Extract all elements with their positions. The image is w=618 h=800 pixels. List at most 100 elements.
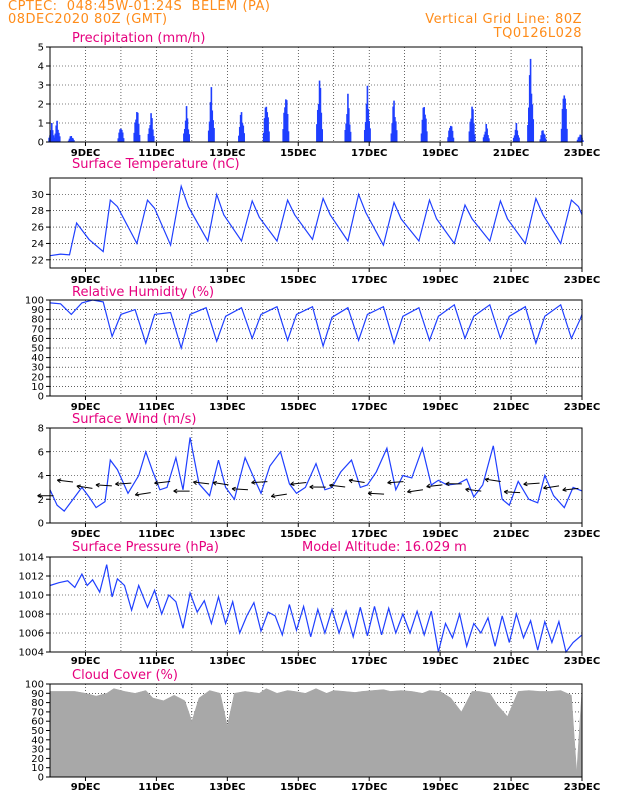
wind-arrow xyxy=(523,482,540,485)
y-tick-label: 28 xyxy=(31,206,44,217)
precip-bar xyxy=(238,135,240,142)
y-tick-label: 30 xyxy=(31,363,44,374)
panel-title: Precipitation (mm/h) xyxy=(72,31,205,46)
precip-bar xyxy=(367,109,370,142)
panel-frame xyxy=(49,427,583,524)
precip-bar xyxy=(287,131,290,142)
precip-bar xyxy=(148,128,151,142)
precip-bar xyxy=(210,87,213,142)
panel-0 xyxy=(46,46,584,146)
precip-bar xyxy=(52,135,55,142)
precip-bar xyxy=(578,136,581,142)
panel-title: Relative Humidity (%) xyxy=(72,285,214,300)
precip-bar xyxy=(183,133,185,142)
precip-bar xyxy=(241,122,244,142)
y-tick-label: 22 xyxy=(31,255,44,266)
y-tick-label: 40 xyxy=(31,353,44,364)
precip-bar xyxy=(262,132,265,142)
precip-bar xyxy=(152,129,154,142)
x-tick-label: 15DEC xyxy=(280,529,316,540)
precip-bar xyxy=(239,114,242,142)
precip-bar xyxy=(365,103,368,142)
wind-arrow-head xyxy=(329,484,333,489)
precip-bar xyxy=(57,129,59,142)
precip-bar xyxy=(540,135,543,142)
precip-bar xyxy=(487,135,489,142)
precip-bar xyxy=(420,133,423,142)
wind-arrow xyxy=(465,488,482,492)
precip-bar xyxy=(316,124,318,142)
panel-frame xyxy=(49,556,583,653)
wind-arrow-head xyxy=(562,487,567,491)
y-tick-label: 2 xyxy=(38,495,44,506)
precip-bar xyxy=(483,134,486,142)
x-tick-label: 15DEC xyxy=(280,275,316,286)
wind-arrow-head xyxy=(193,480,198,483)
precip-bar xyxy=(209,102,212,142)
precip-bar xyxy=(469,121,472,142)
precip-bar xyxy=(425,118,427,142)
panel-title: Surface Wind (m/s) xyxy=(72,412,196,427)
y-tick-label: 1 xyxy=(38,119,44,130)
x-tick-label: 19DEC xyxy=(422,529,458,540)
wind-arrow-head xyxy=(543,485,547,489)
x-tick-label: 17DEC xyxy=(351,656,387,667)
precip-bar xyxy=(528,107,530,142)
wind-arrow-head xyxy=(484,478,489,483)
precip-bar xyxy=(348,108,350,142)
y-tick-label: 3 xyxy=(38,81,44,92)
wind-arrow xyxy=(154,480,171,484)
x-tick-label: 19DEC xyxy=(422,656,458,667)
precip-bar xyxy=(565,108,567,142)
precip-bar xyxy=(528,75,531,142)
wind-arrow-head xyxy=(154,482,159,485)
precip-bar xyxy=(426,131,428,142)
wind-arrow xyxy=(212,482,229,486)
y-tick-label: 30 xyxy=(31,745,44,756)
precip-bar xyxy=(366,85,369,142)
precip-bar xyxy=(184,120,187,142)
precip-bar xyxy=(449,127,451,142)
y-tick-label: 60 xyxy=(31,717,44,728)
precip-bar xyxy=(391,123,394,142)
y-tick-label: 6 xyxy=(38,447,44,458)
precip-bar xyxy=(264,107,267,142)
cloud-cover-area xyxy=(49,688,583,778)
y-tick-label: 100 xyxy=(25,680,44,691)
panel-2 xyxy=(46,299,583,400)
precip-bar xyxy=(134,122,136,142)
precip-bar xyxy=(485,123,488,142)
wind-arrow-head xyxy=(115,481,119,485)
y-tick-label: 50 xyxy=(31,726,44,737)
wind-arrow-head xyxy=(407,488,411,493)
precip-bar xyxy=(543,133,545,142)
x-tick-label: 15DEC xyxy=(280,402,316,413)
x-tick-label: 17DEC xyxy=(351,148,387,159)
precip-bar xyxy=(266,112,269,142)
precip-bar xyxy=(562,98,565,142)
precip-bar xyxy=(55,125,58,142)
precip-bar xyxy=(473,134,476,142)
y-tick-label: 0 xyxy=(38,519,44,530)
wind-arrow-head xyxy=(407,491,412,494)
x-tick-label: 9DEC xyxy=(71,782,100,793)
wind-arrow-head xyxy=(543,487,548,490)
x-tick-label: 13DEC xyxy=(209,148,245,159)
wind-arrow-head xyxy=(367,492,372,496)
precip-bar xyxy=(150,113,152,142)
x-tick-label: 19DEC xyxy=(422,275,458,286)
precip-bar xyxy=(285,99,287,142)
precip-bar xyxy=(58,132,60,142)
wind-arrow-head xyxy=(367,491,373,494)
wind-arrow xyxy=(485,478,501,482)
precip-bar xyxy=(56,120,58,142)
precip-bar xyxy=(133,132,136,142)
precip-bar xyxy=(70,136,73,142)
precip-bar xyxy=(531,104,534,142)
precip-bar xyxy=(68,138,71,142)
precip-bar xyxy=(240,112,243,142)
x-tick-label: 19DEC xyxy=(422,402,458,413)
wind-arrow-head xyxy=(37,495,42,499)
precip-bar xyxy=(320,112,323,142)
